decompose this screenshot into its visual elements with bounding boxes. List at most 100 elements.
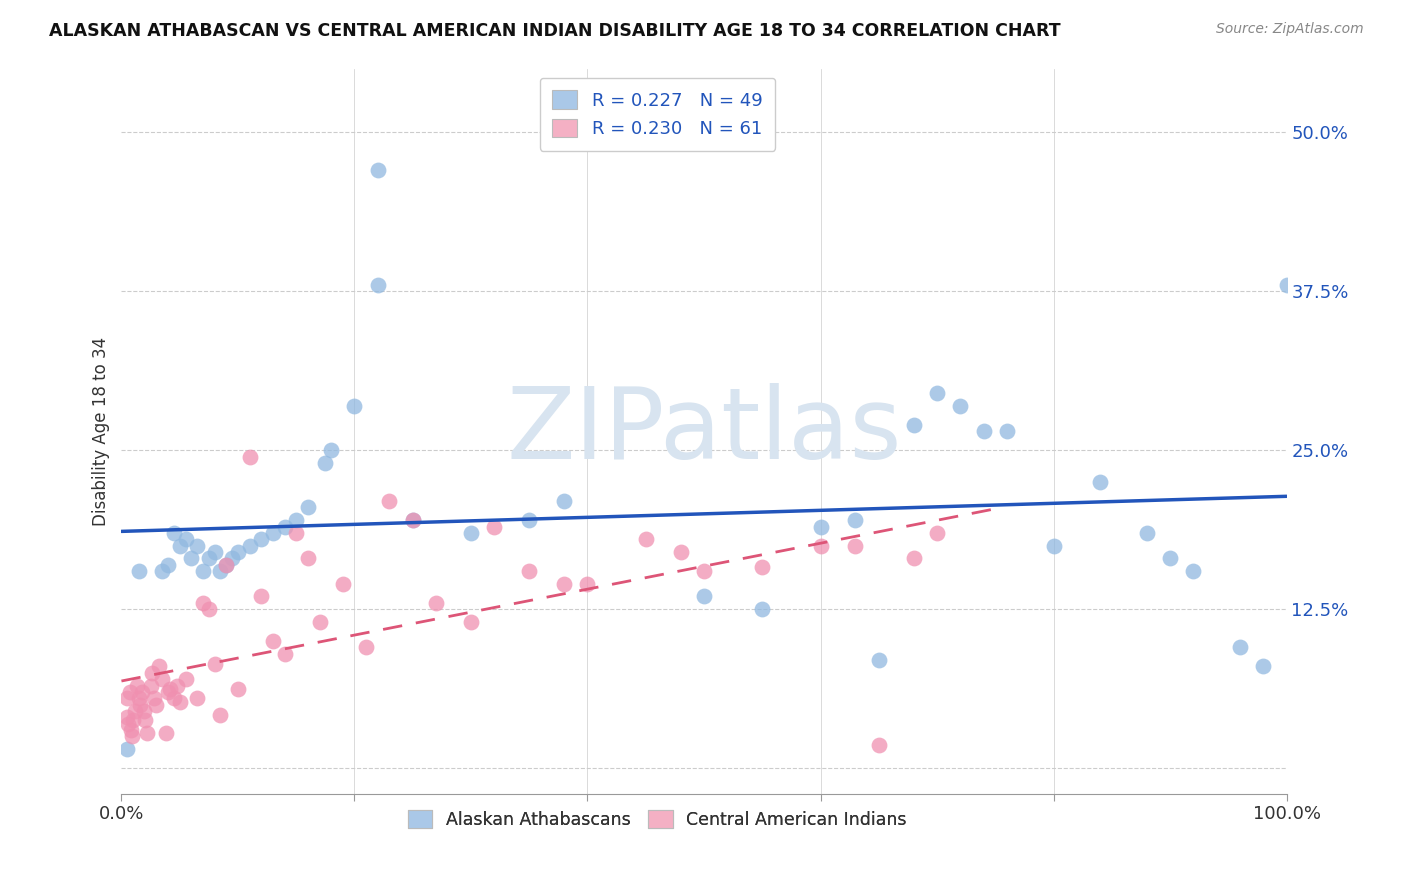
Point [204, 545, 226, 559]
Point [460, 525, 482, 540]
Point [131, 685, 153, 699]
Point [129, 698, 152, 712]
Point [157, 558, 180, 572]
Point [517, 564, 540, 578]
Point [1159, 551, 1181, 566]
Point [751, 560, 773, 574]
Point [285, 513, 308, 527]
Point [1229, 640, 1251, 655]
Point [186, 691, 208, 706]
Point [308, 615, 330, 629]
Point [297, 500, 319, 515]
Point [273, 647, 295, 661]
Point [925, 386, 948, 401]
Point [367, 277, 389, 292]
Point [157, 685, 180, 699]
Point [995, 424, 1018, 438]
Point [143, 691, 166, 706]
Point [751, 602, 773, 616]
Point [239, 539, 262, 553]
Point [634, 533, 657, 547]
Point [128, 691, 150, 706]
Point [844, 513, 866, 527]
Point [239, 450, 262, 464]
Point [155, 725, 177, 739]
Point [553, 576, 575, 591]
Point [136, 725, 159, 739]
Point [191, 596, 214, 610]
Point [204, 657, 226, 671]
Point [693, 590, 716, 604]
Point [354, 640, 377, 655]
Point [221, 551, 243, 566]
Point [343, 399, 366, 413]
Text: ALASKAN ATHABASCAN VS CENTRAL AMERICAN INDIAN DISABILITY AGE 18 TO 34 CORRELATIO: ALASKAN ATHABASCAN VS CENTRAL AMERICAN I… [49, 22, 1062, 40]
Point [198, 551, 221, 566]
Point [925, 525, 948, 540]
Point [128, 564, 150, 578]
Point [517, 513, 540, 527]
Point [125, 679, 148, 693]
Point [141, 665, 163, 680]
Point [576, 576, 599, 591]
Point [166, 679, 188, 693]
Point [250, 590, 273, 604]
Point [215, 558, 238, 572]
Text: ZIPatlas: ZIPatlas [506, 383, 901, 480]
Point [169, 695, 191, 709]
Point [120, 723, 142, 737]
Point [1088, 475, 1111, 489]
Point [186, 539, 208, 553]
Point [1275, 277, 1298, 292]
Point [484, 519, 506, 533]
Point [117, 742, 139, 756]
Point [163, 525, 186, 540]
Point [124, 704, 146, 718]
Point [903, 417, 925, 432]
Point [118, 685, 141, 699]
Point [262, 634, 284, 648]
Point [402, 513, 425, 527]
Point [226, 682, 249, 697]
Point [132, 704, 155, 718]
Point [973, 424, 995, 438]
Point [844, 539, 866, 553]
Point [117, 691, 139, 706]
Point [134, 713, 156, 727]
Point [460, 615, 482, 629]
Point [215, 558, 238, 572]
Point [367, 163, 389, 178]
Point [117, 710, 139, 724]
Point [121, 730, 143, 744]
Point [209, 707, 232, 722]
Point [321, 443, 343, 458]
Point [1251, 659, 1274, 673]
Legend: Alaskan Athabascans, Central American Indians: Alaskan Athabascans, Central American In… [398, 800, 917, 839]
Point [262, 525, 284, 540]
Point [174, 672, 197, 686]
Point [903, 551, 925, 566]
Y-axis label: Disability Age 18 to 34: Disability Age 18 to 34 [93, 336, 110, 525]
Point [150, 564, 173, 578]
Point [378, 494, 401, 508]
Point [285, 525, 308, 540]
Point [148, 659, 170, 673]
Point [402, 513, 425, 527]
Point [810, 539, 832, 553]
Point [198, 602, 221, 616]
Point [1042, 539, 1064, 553]
Point [145, 698, 167, 712]
Point [159, 682, 181, 697]
Point [250, 533, 273, 547]
Point [226, 545, 249, 559]
Point [191, 564, 214, 578]
Point [180, 551, 202, 566]
Point [553, 494, 575, 508]
Point [273, 519, 295, 533]
Point [425, 596, 447, 610]
Point [169, 539, 191, 553]
Point [163, 691, 186, 706]
Text: Source: ZipAtlas.com: Source: ZipAtlas.com [1216, 22, 1364, 37]
Point [868, 653, 890, 667]
Point [1182, 564, 1205, 578]
